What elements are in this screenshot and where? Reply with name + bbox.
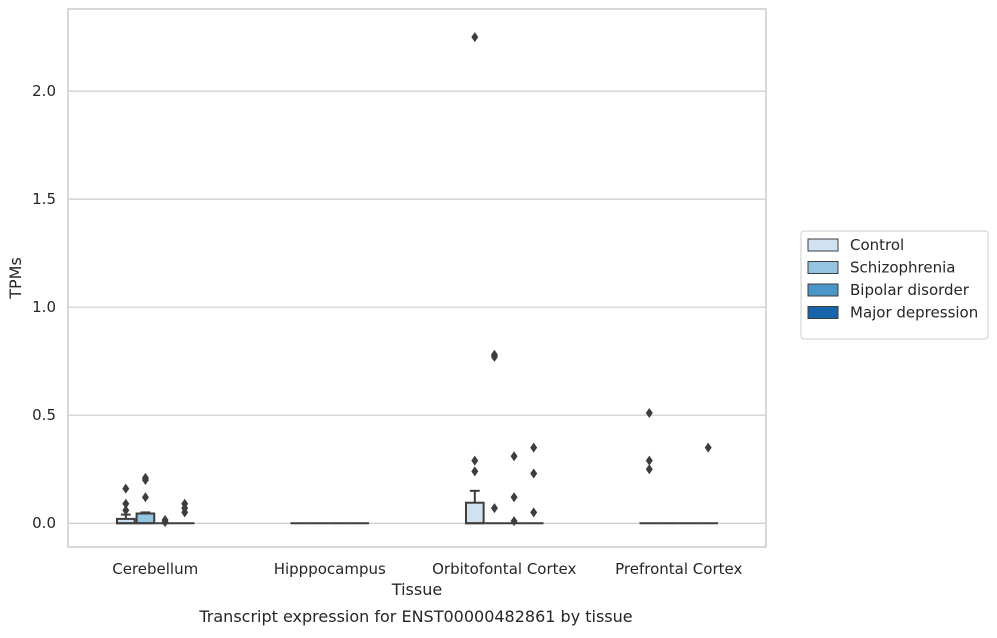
outlier-point: [704, 442, 712, 453]
y-tick-label: 0.5: [32, 406, 56, 424]
legend-label: Major depression: [850, 304, 978, 322]
x-tick-label: Hipppocampus: [274, 560, 386, 578]
outlier-point: [161, 514, 169, 525]
legend-swatch: [807, 238, 839, 252]
box-2-2: [504, 451, 524, 527]
box-2-3: [523, 442, 544, 525]
legend-swatch: [807, 261, 839, 274]
outlier-point: [122, 483, 130, 494]
x-tick-label: Orbitofontal Cortex: [432, 560, 576, 578]
outlier-point: [490, 349, 498, 360]
legend-label: Schizophrenia: [850, 259, 955, 277]
box-0-2: [155, 514, 175, 528]
x-axis-ticks: Cerebellum Hipppocampus Orbitofontal Corte…: [112, 560, 742, 578]
box-2-1: [484, 349, 505, 525]
outlier-point: [471, 466, 479, 477]
x-tick-label: Prefrontal Cortex: [615, 560, 742, 578]
y-tick-label: 1.0: [32, 298, 56, 316]
box-0-3: [174, 498, 195, 525]
box-body: [464, 501, 485, 525]
box-plot-series: [115, 32, 719, 528]
box-3-0: [639, 408, 660, 525]
y-tick-label: 0.0: [32, 514, 56, 532]
legend-frame: [800, 230, 989, 340]
outlier-point: [645, 408, 653, 419]
outlier-point: [141, 472, 149, 483]
outlier-point: [490, 503, 498, 514]
outlier-point: [510, 516, 518, 527]
legend-swatch: [807, 306, 839, 319]
outlier-point: [471, 455, 479, 466]
outlier-point: [530, 442, 538, 453]
box-0-1: [135, 472, 156, 525]
outlier-point: [510, 451, 518, 462]
outlier-point: [510, 492, 518, 503]
outlier-point: [122, 505, 130, 516]
y-axis-title: TPMs: [6, 257, 25, 300]
outlier-point: [530, 468, 538, 479]
legend-swatch: [807, 283, 839, 297]
box-2-0: [464, 32, 485, 525]
outlier-point: [181, 498, 189, 509]
box-3-3: [698, 442, 719, 525]
plot-frame: [67, 8, 767, 548]
outlier-point: [645, 455, 653, 466]
y-axis-ticks: 0.0 0.5 1.0 1.5 2.0: [32, 82, 56, 532]
legend-label: Bipolar disorder: [850, 281, 970, 299]
box-body: [135, 512, 156, 525]
outlier-point: [645, 464, 653, 475]
y-tick-label: 2.0: [32, 82, 56, 100]
outlier-point: [122, 498, 130, 509]
outlier-point: [530, 507, 538, 518]
y-tick-label: 1.5: [32, 190, 56, 208]
box-0-0: [115, 483, 136, 525]
outlier-point: [141, 492, 149, 503]
legend[interactable]: Control Schizophrenia Bipolar disorder Majo…: [800, 230, 989, 340]
legend-label: Control: [850, 236, 904, 254]
outlier-point: [471, 32, 479, 43]
figure-caption: Transcript expression for ENST0000048286…: [198, 607, 632, 626]
x-axis-title: Tissue: [391, 580, 442, 599]
x-tick-label: Cerebellum: [112, 560, 198, 578]
